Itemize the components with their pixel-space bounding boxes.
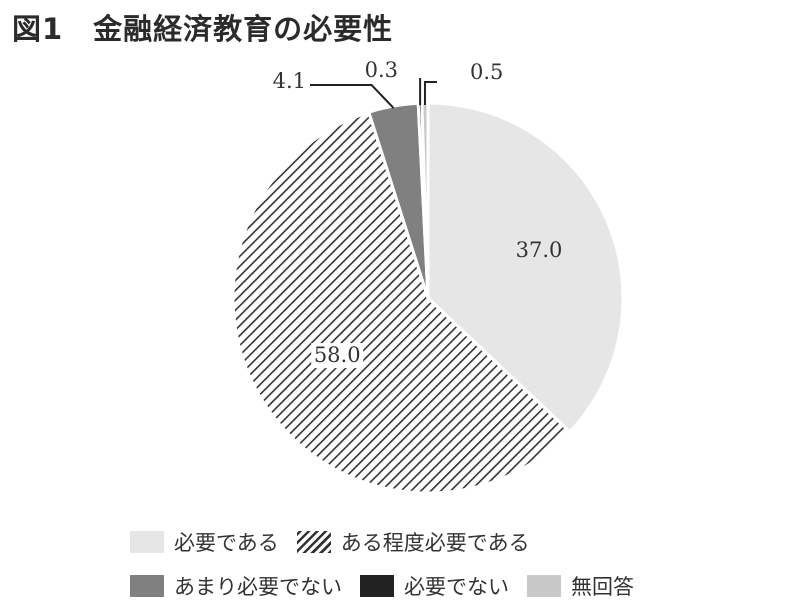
pie-slice [426, 101, 625, 434]
legend-swatch [130, 575, 164, 597]
data-label-background [311, 343, 364, 369]
legend-row: あまり必要でない 必要でない 無回答 [130, 566, 790, 606]
pie-chart: 37.0 58.0 4.1 0.3 0.5 [231, 58, 625, 495]
chart-title: 図1 金融経済教育の必要性 [12, 12, 394, 46]
data-label: 0.5 [470, 60, 503, 84]
legend-swatch [296, 531, 331, 553]
legend-swatch [360, 575, 394, 597]
data-label: 58.0 [314, 343, 361, 367]
legend-label: 必要でない [404, 575, 509, 599]
legend-item: ある程度必要である [296, 527, 530, 557]
legend-item: 必要である [130, 527, 279, 557]
legend-item: 必要でない [360, 571, 509, 601]
legend: 必要である ある程度必要であるあまり必要でない 必要でない 無回答 [130, 522, 790, 610]
leader-line [423, 81, 437, 106]
leader-line [310, 84, 395, 109]
legend-swatch [527, 575, 561, 597]
data-label: 37.0 [516, 238, 563, 262]
legend-swatch [130, 531, 164, 553]
legend-item: あまり必要でない [130, 571, 342, 601]
pie-slices [231, 101, 625, 495]
pie-slice [231, 110, 572, 495]
legend-label: あまり必要でない [174, 575, 342, 599]
data-label: 0.3 [365, 58, 398, 82]
legend-label: 無回答 [571, 575, 634, 599]
leader-lines [310, 78, 437, 109]
legend-label: ある程度必要である [340, 531, 530, 555]
data-labels: 37.0 58.0 4.1 0.3 0.5 [273, 58, 563, 369]
legend-row: 必要である ある程度必要である [130, 522, 790, 562]
legend-label: 必要である [174, 531, 279, 555]
legend-item: 無回答 [527, 571, 634, 601]
data-label: 4.1 [273, 69, 306, 93]
